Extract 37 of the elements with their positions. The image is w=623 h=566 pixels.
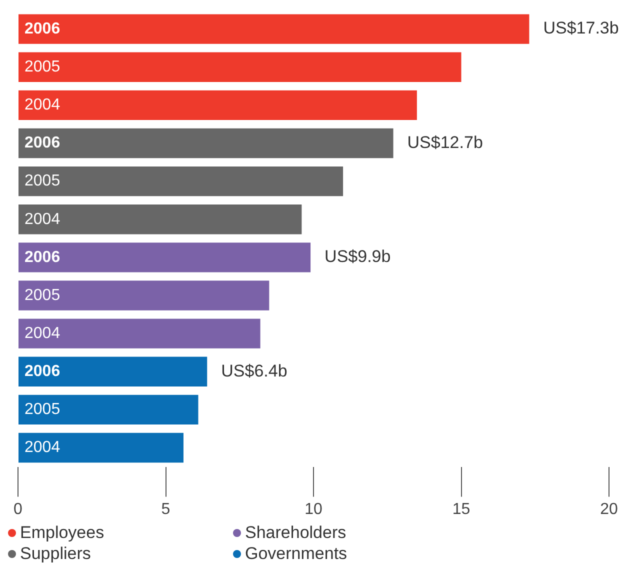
bar xyxy=(18,128,394,158)
y-tick-label: 2006 xyxy=(24,20,60,38)
y-tick-label: 2004 xyxy=(24,210,60,228)
data-label: US$12.7b xyxy=(407,132,483,152)
data-label: US$6.4b xyxy=(221,361,288,380)
bar xyxy=(18,242,311,272)
legend-label: Shareholders xyxy=(245,522,346,543)
y-tick-label: 2006 xyxy=(24,363,60,380)
x-tick-label: 10 xyxy=(304,500,322,518)
y-tick-label: 2005 xyxy=(24,286,60,304)
bar xyxy=(18,280,270,310)
legend-label: Governments xyxy=(245,543,348,564)
data-label: US$9.9b xyxy=(324,247,391,266)
data-label: US$17.3b xyxy=(543,18,619,38)
bar xyxy=(18,318,260,348)
bar xyxy=(18,14,530,44)
bar xyxy=(18,432,184,463)
y-tick-label: 2005 xyxy=(24,58,60,76)
y-tick-label: 2006 xyxy=(24,248,60,266)
x-tick-label: 5 xyxy=(161,500,170,518)
y-tick-label: 2004 xyxy=(24,324,60,342)
x-tick-label: 20 xyxy=(600,500,618,518)
legend-label: Employees xyxy=(20,522,104,543)
y-tick-label: 2004 xyxy=(24,439,60,456)
y-tick-label: 2005 xyxy=(24,172,60,190)
bar xyxy=(18,166,344,196)
y-tick-label: 2006 xyxy=(24,134,60,152)
bar xyxy=(18,52,462,82)
y-tick-label: 2004 xyxy=(24,96,60,114)
x-tick-label: 0 xyxy=(14,500,23,518)
bar xyxy=(18,394,198,425)
bar xyxy=(18,204,302,234)
bar xyxy=(18,356,208,386)
y-tick-label: 2005 xyxy=(24,401,60,418)
legend-label: Suppliers xyxy=(20,543,91,564)
x-tick-label: 15 xyxy=(452,500,470,518)
bar xyxy=(18,90,417,120)
